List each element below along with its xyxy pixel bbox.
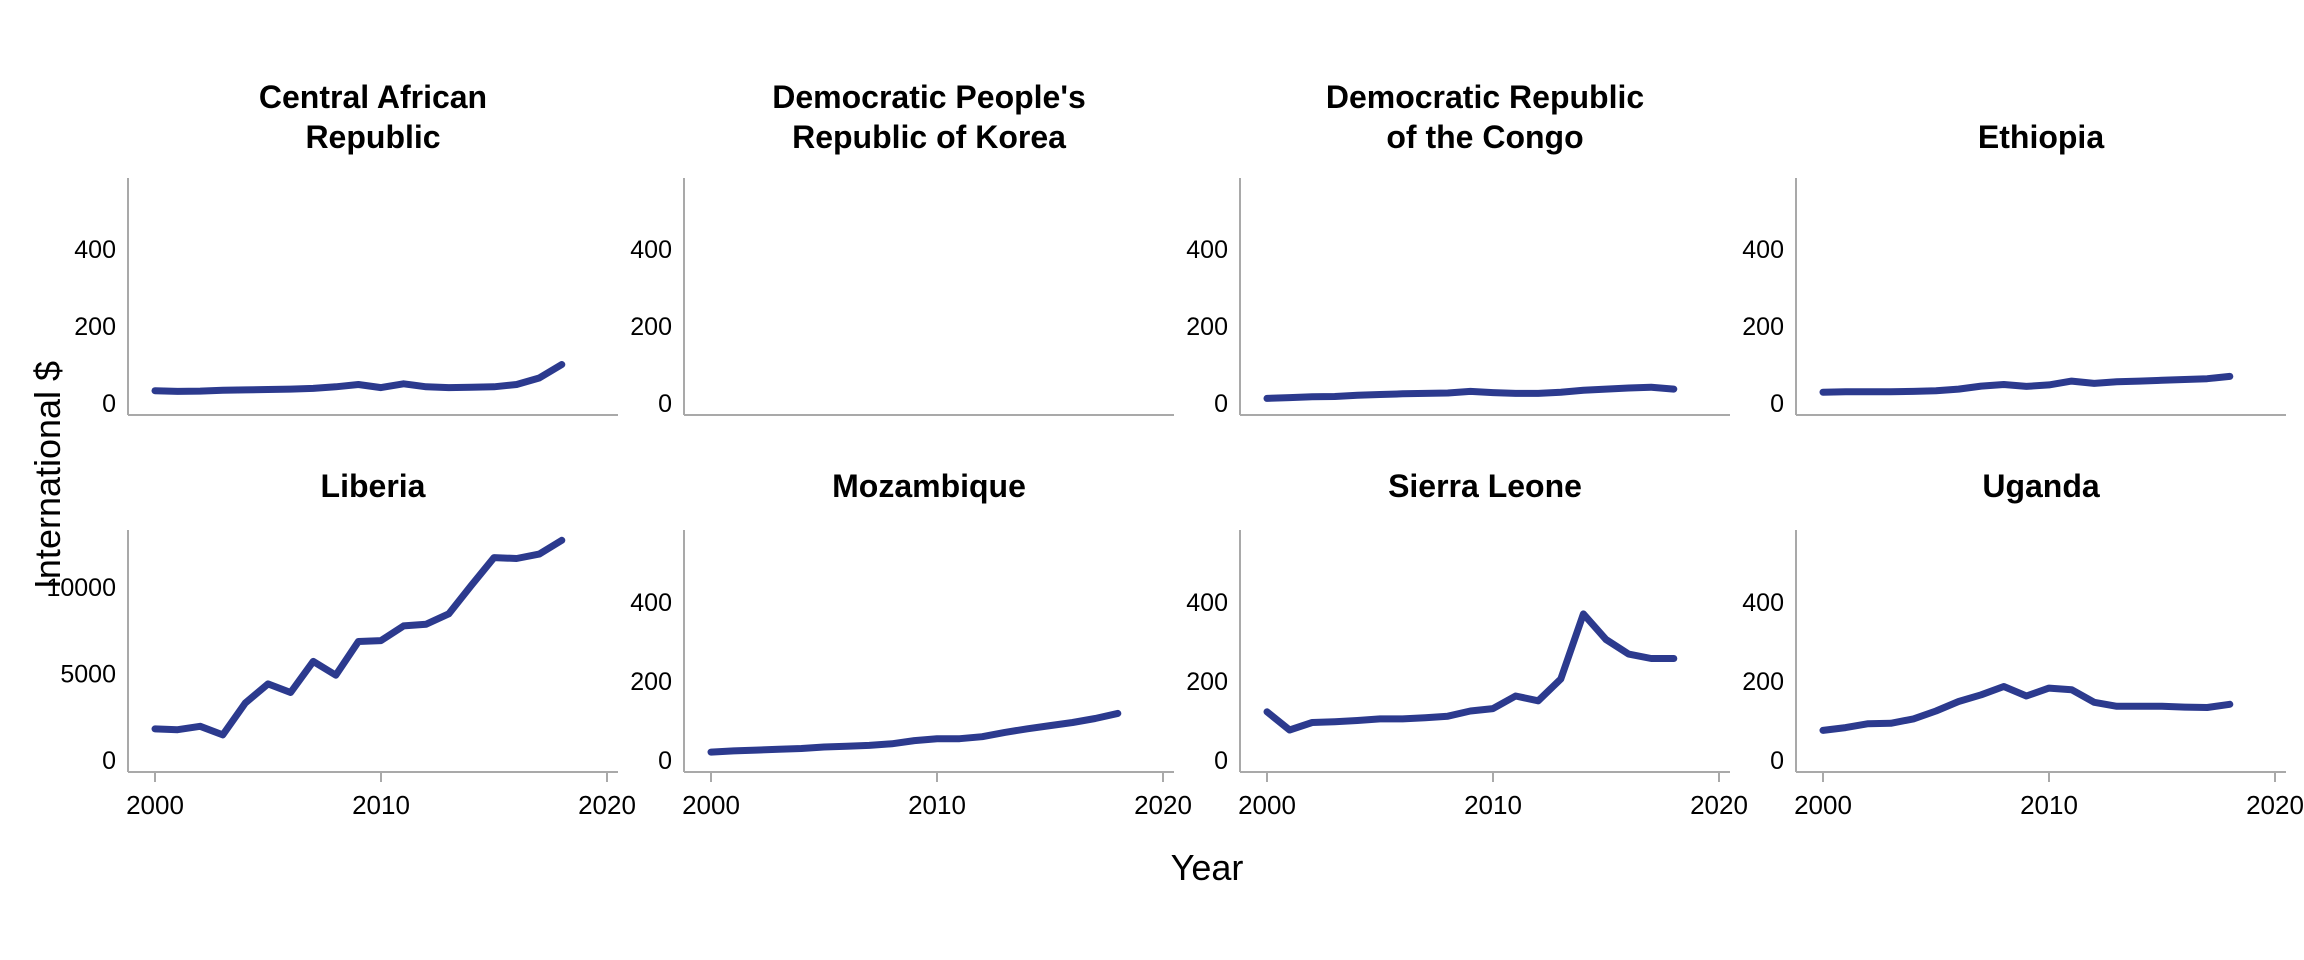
x-tick-label: 2020 — [1134, 790, 1192, 820]
x-tick-label: 2010 — [1464, 790, 1522, 820]
y-tick-label: 200 — [1186, 668, 1228, 696]
y-tick-label: 0 — [658, 747, 672, 775]
y-tick-label: 0 — [1214, 747, 1228, 775]
x-tick-label: 2010 — [2020, 790, 2078, 820]
panel-mozambique: Mozambique 0 200 400 2000 2010 2020 — [630, 468, 1192, 820]
y-tick-label: 0 — [1770, 747, 1784, 775]
panel-ethiopia: Ethiopia 0 200 400 — [1742, 119, 2286, 418]
data-line — [707, 709, 1122, 756]
y-tick-label: 400 — [1742, 236, 1784, 264]
data-line — [151, 361, 566, 395]
y-tick-label: 200 — [1742, 668, 1784, 696]
panel-democratic-people-s-republic-of-korea: Democratic People's Republic of Korea 0 200… — [630, 79, 1174, 418]
y-tick-label: 10000 — [46, 574, 116, 602]
panel-uganda: Uganda 0 200 400 2000 2010 2020 — [1742, 468, 2304, 820]
x-tick-label: 2010 — [352, 790, 410, 820]
x-tick-label: 2020 — [2246, 790, 2304, 820]
panel-democratic-republic-of-the-congo: Democratic Republic of the Congo 0 200 400 — [1186, 79, 1730, 418]
panel-central-african-republic: Central African Republic 0 200 400 — [74, 79, 618, 418]
x-axis-label: Year — [1170, 847, 1244, 888]
y-tick-label: 400 — [1186, 589, 1228, 617]
y-tick-label: 400 — [630, 589, 672, 617]
panel-title: Liberia — [321, 468, 426, 504]
y-tick-label: 0 — [102, 747, 116, 775]
y-tick-label: 0 — [658, 390, 672, 418]
panel-title: Central African — [259, 79, 487, 115]
y-tick-label: 400 — [1186, 236, 1228, 264]
panel-title: Republic of Korea — [792, 119, 1066, 155]
x-tick-label: 2000 — [682, 790, 740, 820]
panel-title: Republic — [305, 119, 440, 155]
x-tick-label: 2000 — [126, 790, 184, 820]
y-tick-label: 400 — [74, 236, 116, 264]
y-tick-label: 200 — [1742, 313, 1784, 341]
y-tick-label: 200 — [630, 313, 672, 341]
panel-title: Uganda — [1982, 468, 2100, 504]
x-tick-label: 2000 — [1794, 790, 1852, 820]
x-tick-label: 2020 — [578, 790, 636, 820]
x-tick-label: 2020 — [1690, 790, 1748, 820]
x-tick-label: 2010 — [908, 790, 966, 820]
y-tick-label: 0 — [1214, 390, 1228, 418]
panel-title: Democratic Republic — [1326, 79, 1644, 115]
panel-title: Ethiopia — [1978, 119, 2104, 155]
y-tick-label: 0 — [102, 390, 116, 418]
data-line — [1819, 372, 2234, 396]
y-tick-label: 0 — [1770, 390, 1784, 418]
x-tick-label: 2000 — [1238, 790, 1296, 820]
data-line — [1819, 683, 2234, 734]
y-tick-label: 200 — [1186, 313, 1228, 341]
data-line — [1263, 383, 1678, 402]
panel-title: Mozambique — [832, 468, 1026, 504]
panel-title: Democratic People's — [772, 79, 1086, 115]
panel-sierra-leone: Sierra Leone 0 200 400 2000 2010 2020 — [1186, 468, 1748, 820]
y-axis-label: International $ — [27, 360, 68, 590]
y-tick-label: 200 — [630, 668, 672, 696]
data-line — [151, 536, 566, 739]
data-line — [1263, 610, 1678, 734]
y-tick-label: 200 — [74, 313, 116, 341]
panel-title: of the Congo — [1386, 119, 1583, 155]
panel-title: Sierra Leone — [1388, 468, 1582, 504]
y-tick-label: 5000 — [60, 661, 116, 689]
y-tick-label: 400 — [1742, 589, 1784, 617]
y-tick-label: 400 — [630, 236, 672, 264]
panel-liberia: Liberia 0 5000 10000 2000 2010 2020 — [46, 468, 635, 820]
